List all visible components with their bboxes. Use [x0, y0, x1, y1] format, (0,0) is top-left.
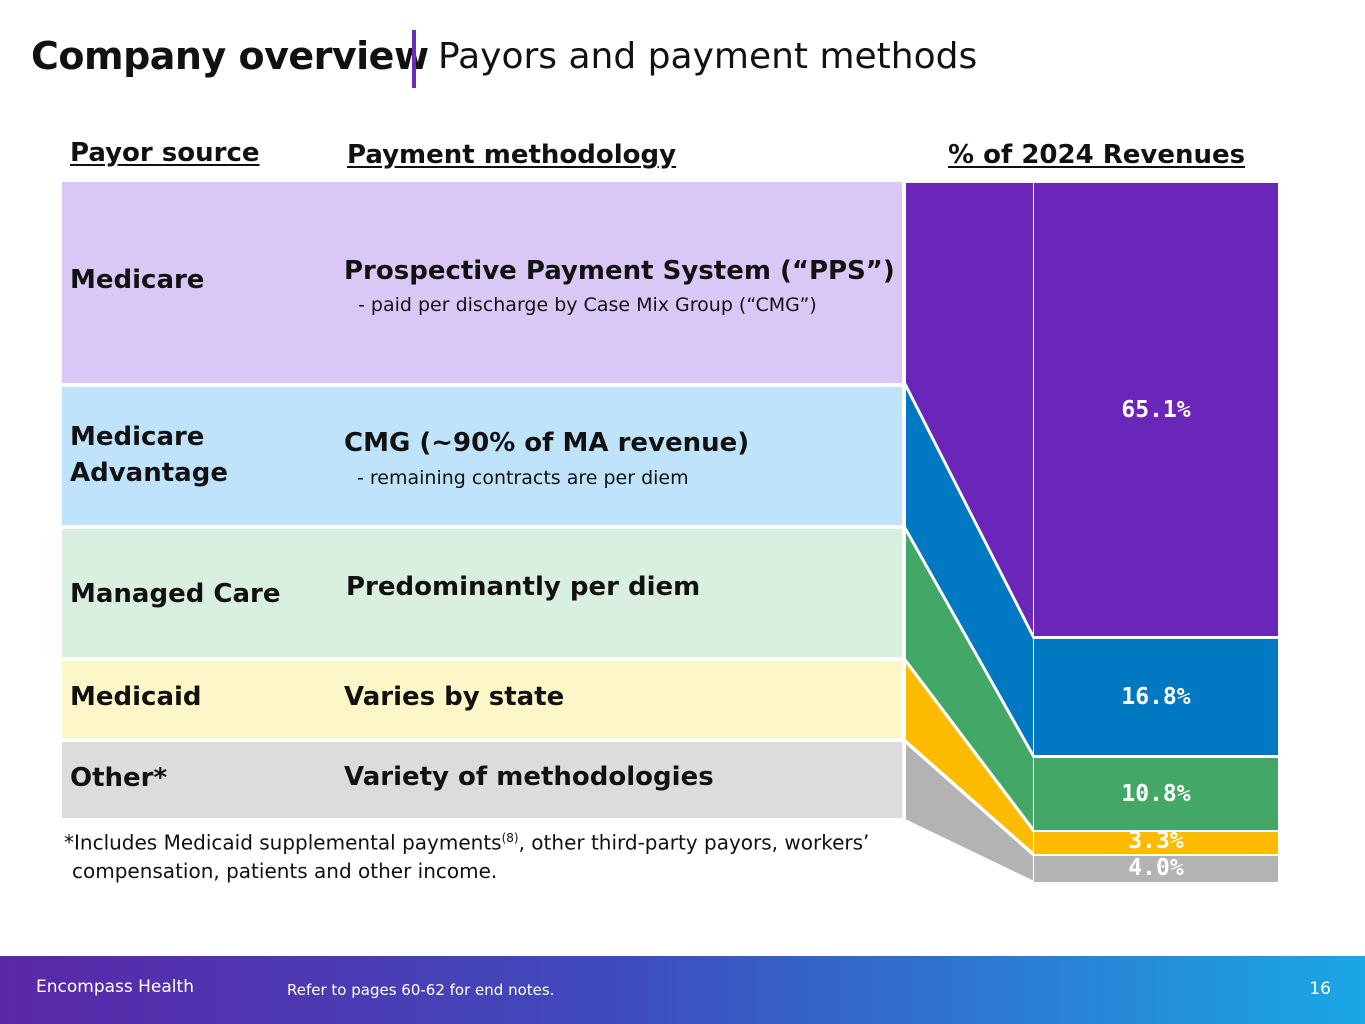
connector-other [904, 739, 1035, 884]
page-title: Company overview [31, 34, 429, 78]
bar-segment-medicare-advantage [1034, 639, 1278, 755]
footnote-text: *Includes Medicaid supplemental payments [64, 830, 502, 855]
bar-segment-medicaid [1034, 832, 1278, 854]
method-note-medicare: - paid per discharge by Case Mix Group (… [358, 294, 817, 316]
connector-medicaid [904, 658, 1035, 857]
connector-medicare-advantage [904, 384, 1035, 760]
payor-medicare-advantage: Medicare Advantage [70, 422, 228, 488]
page-subtitle: Payors and payment methods [438, 36, 978, 77]
payor-medicaid: Medicaid [70, 682, 202, 712]
payor-other: Other* [70, 763, 168, 793]
footer-company: Encompass Health [36, 977, 194, 997]
footnote-line-1: *Includes Medicaid supplemental payments… [64, 824, 869, 857]
connector-medicare [904, 181, 1035, 638]
method-other: Variety of methodologies [344, 762, 714, 792]
bar-segment-medicare [1034, 183, 1278, 636]
payor-managed-care: Managed Care [70, 579, 281, 609]
share-label-medicaid: 3.3% [1128, 828, 1184, 854]
column-header-payment-methodology: Payment methodology [347, 140, 677, 170]
method-medicaid: Varies by state [344, 682, 565, 712]
page-number: 16 [1309, 979, 1331, 999]
share-label-other: 4.0% [1128, 855, 1184, 881]
footnote: *Includes Medicaid supplemental payments… [64, 824, 869, 885]
band-other [62, 742, 902, 818]
footer-end-notes: Refer to pages 60-62 for end notes. [287, 981, 555, 999]
share-label-managed-care: 10.8% [1121, 781, 1191, 807]
footnote-ref: (8) [501, 831, 519, 845]
footnote-text-cont: , other third-party payors, workers’ [518, 830, 870, 855]
band-medicare-advantage [62, 387, 902, 525]
column-header-payor-source: Payor source [70, 138, 260, 168]
method-medicare: Prospective Payment System (“PPS”) [344, 256, 895, 286]
band-medicare [62, 182, 902, 383]
title-separator [412, 30, 416, 88]
method-managed-care: Predominantly per diem [346, 572, 701, 602]
column-header-revenue-share: % of 2024 Revenues [948, 140, 1246, 170]
bar-segment-other [1034, 856, 1278, 882]
share-label-medicare: 65.1% [1121, 397, 1191, 423]
band-medicaid [62, 661, 902, 738]
footer-bar: Encompass Health Refer to pages 60-62 fo… [0, 956, 1365, 1024]
payor-medicare: Medicare [70, 265, 205, 295]
method-note-medicare-advantage: - remaining contracts are per diem [357, 467, 689, 489]
band-managed-care [62, 529, 902, 657]
bar-segment-managed-care [1034, 758, 1278, 830]
connector-managed-care [904, 525, 1035, 833]
footnote-line-2: compensation, patients and other income. [72, 858, 498, 883]
share-label-medicare-advantage: 16.8% [1121, 684, 1191, 710]
method-medicare-advantage: CMG (~90% of MA revenue) [344, 428, 750, 458]
